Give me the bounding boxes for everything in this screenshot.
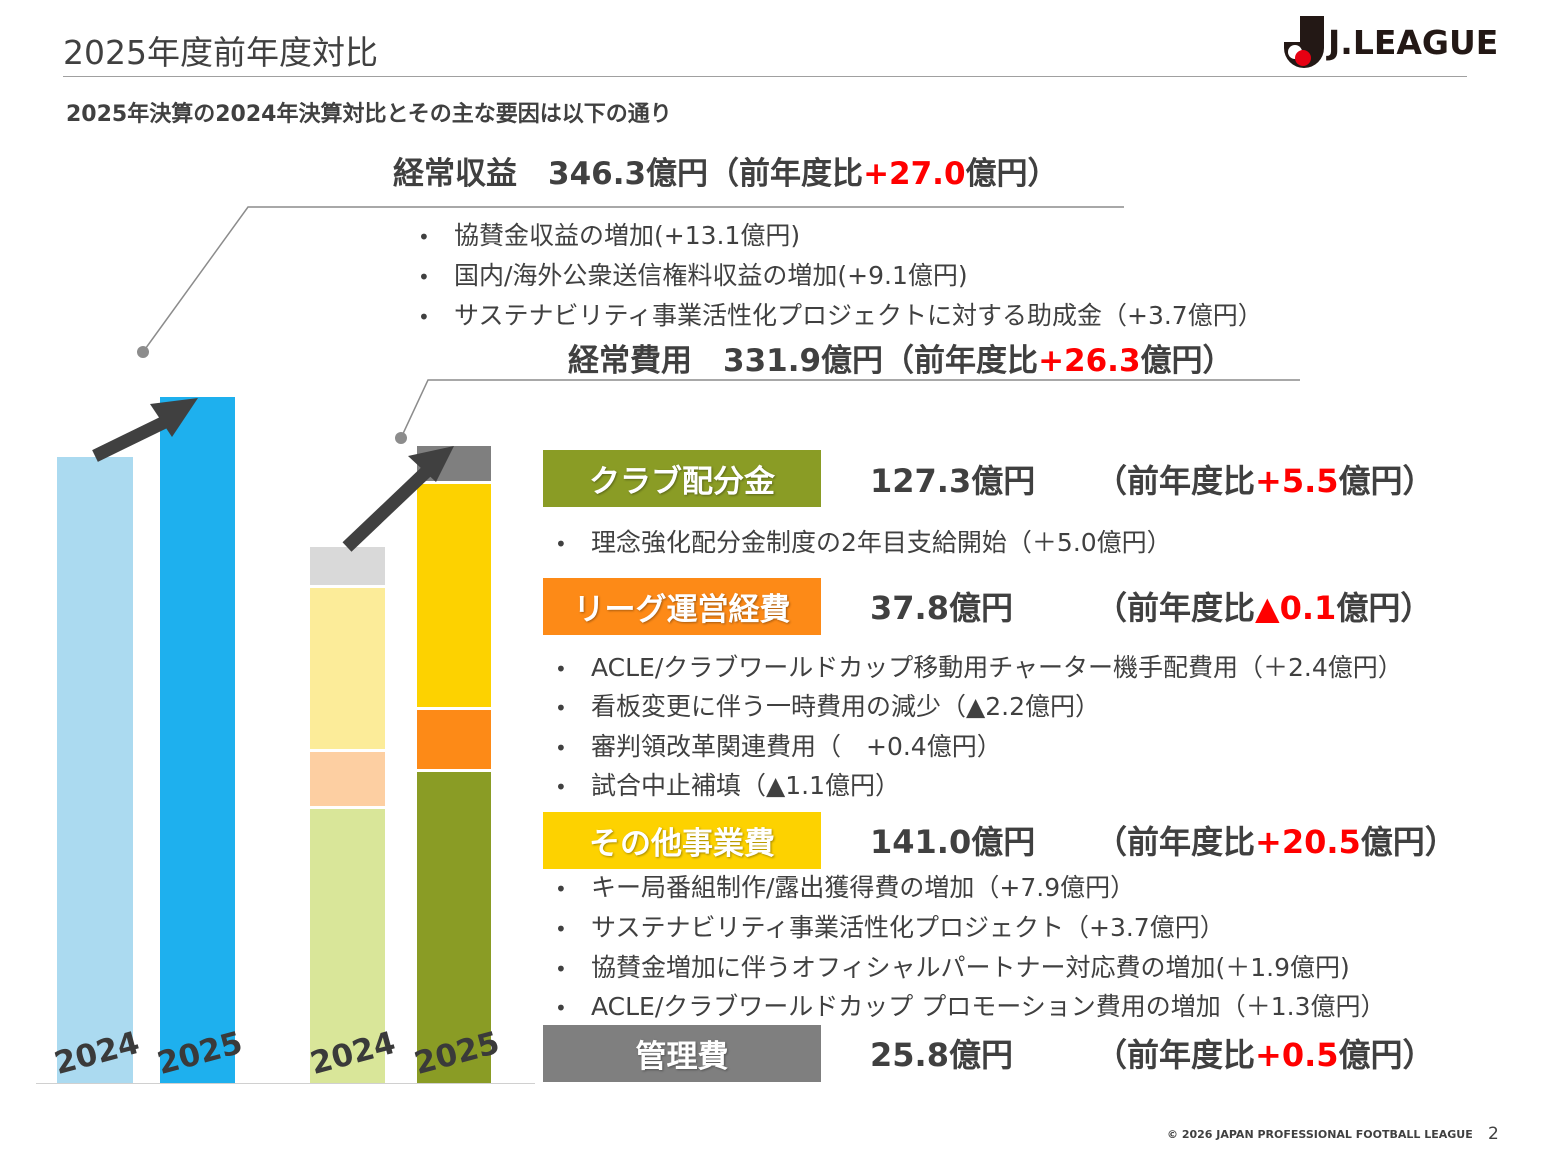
expense-2024-league-segment xyxy=(310,752,385,806)
other-business-value: 141.0億円 xyxy=(870,823,1036,861)
arrow-up-icon xyxy=(92,398,198,462)
cmp-prefix: （前年度比 xyxy=(1095,1036,1256,1074)
other-business-comparison: （前年度比+20.5億円） xyxy=(1095,817,1457,863)
club-bullet: 理念強化配分金制度の2年目支給開始（＋5.0億円） xyxy=(555,523,1172,559)
revenue-suffix: 億円） xyxy=(965,156,1059,192)
expense-2024-admin-segment xyxy=(310,547,385,585)
expense-heading: 経常費用 331.9億円（前年度比+26.3億円） xyxy=(568,335,1234,380)
cmp-delta: ▲0.1 xyxy=(1255,589,1337,627)
cmp-suffix: 億円） xyxy=(1338,462,1435,500)
title-divider xyxy=(63,76,1467,77)
page-title: 2025年度前年度対比 xyxy=(63,33,378,72)
cmp-prefix: （前年度比 xyxy=(1095,823,1256,861)
club-distribution-comparison: （前年度比+5.5億円） xyxy=(1095,456,1435,502)
league-operations-comparison: （前年度比▲0.1億円） xyxy=(1095,583,1432,629)
expense-2024-other-segment xyxy=(310,588,385,749)
revenue-bullet: 国内/海外公衆送信権料収益の増加(+9.1億円) xyxy=(418,256,968,292)
cmp-prefix: （前年度比 xyxy=(1095,589,1256,627)
copyright: © 2026 JAPAN PROFESSIONAL FOOTBALL LEAGU… xyxy=(1167,1128,1473,1141)
jleague-logo: J.LEAGUE xyxy=(1278,14,1524,74)
expense-connector-dot xyxy=(395,432,407,444)
expense-2025-club-segment xyxy=(417,772,491,1083)
revenue-amount: 346.3億円（前年度比 xyxy=(548,156,864,192)
subtitle: 2025年決算の2024年決算対比とその主な要因は以下の通り xyxy=(66,102,672,127)
expense-amount: 331.9億円（前年度比 xyxy=(723,343,1039,379)
revenue-bullet: サステナビリティ事業活性化プロジェクトに対する助成金（+3.7億円） xyxy=(418,296,1263,332)
expense-connector xyxy=(400,379,1300,439)
revenue-connector xyxy=(142,206,1124,353)
cmp-prefix: （前年度比 xyxy=(1095,462,1256,500)
expense-suffix: 億円） xyxy=(1140,343,1234,379)
logo-text: J.LEAGUE xyxy=(1326,23,1498,62)
club-distribution-value: 127.3億円 xyxy=(870,462,1036,500)
page-number: 2 xyxy=(1488,1124,1499,1144)
cmp-delta: +0.5 xyxy=(1255,1036,1339,1074)
revenue-label: 経常収益 xyxy=(393,156,517,192)
arrow-up-icon xyxy=(342,446,454,552)
other-bullet: サステナビリティ事業活性化プロジェクト（+3.7億円） xyxy=(555,908,1225,944)
cmp-delta: +20.5 xyxy=(1255,823,1361,861)
revenue-bar-2024 xyxy=(57,457,133,1083)
revenue-bullet: 協賛金収益の増加(+13.1億円) xyxy=(418,216,800,252)
expense-2024-club-segment xyxy=(310,809,385,1083)
category-admin: 管理費 xyxy=(543,1025,821,1082)
jleague-logo-icon: J.LEAGUE xyxy=(1284,16,1498,68)
admin-value: 25.8億円 xyxy=(870,1036,1013,1074)
league-bullet: 審判領改革関連費用（ +0.4億円） xyxy=(555,727,1002,763)
other-bullet: ACLE/クラブワールドカップ プロモーション費用の増加（＋1.3億円） xyxy=(555,987,1385,1023)
expense-label: 経常費用 xyxy=(568,343,692,379)
cmp-suffix: 億円） xyxy=(1336,589,1433,627)
revenue-heading: 経常収益 346.3億円（前年度比+27.0億円） xyxy=(393,148,1059,193)
revenue-bar-2025 xyxy=(160,397,235,1083)
league-bullet: 看板変更に伴う一時費用の減少（▲2.2億円） xyxy=(555,687,1100,723)
league-bullet: ACLE/クラブワールドカップ移動用チャーター機手配費用（＋2.4億円） xyxy=(555,648,1403,684)
other-bullet: キー局番組制作/露出獲得費の増加（+7.9億円） xyxy=(555,868,1135,904)
expense-2025-other-segment xyxy=(417,484,491,707)
expense-delta: +26.3 xyxy=(1038,343,1141,379)
revenue-connector-dot xyxy=(137,346,149,358)
cmp-suffix: 億円） xyxy=(1360,823,1457,861)
revenue-delta: +27.0 xyxy=(863,156,966,192)
category-other-business: その他事業費 xyxy=(543,812,821,869)
category-club-distribution: クラブ配分金 xyxy=(543,450,821,507)
other-bullet: 協賛金増加に伴うオフィシャルパートナー対応費の増加(＋1.9億円) xyxy=(555,948,1350,984)
expense-2025-league-segment xyxy=(417,710,491,769)
league-operations-value: 37.8億円 xyxy=(870,589,1013,627)
league-bullet: 試合中止補填（▲1.1億円） xyxy=(555,766,900,802)
cmp-delta: +5.5 xyxy=(1255,462,1339,500)
baseline xyxy=(36,1083,535,1084)
cmp-suffix: 億円） xyxy=(1338,1036,1435,1074)
admin-comparison: （前年度比+0.5億円） xyxy=(1095,1030,1435,1076)
category-league-operations: リーグ運営経費 xyxy=(543,578,821,635)
